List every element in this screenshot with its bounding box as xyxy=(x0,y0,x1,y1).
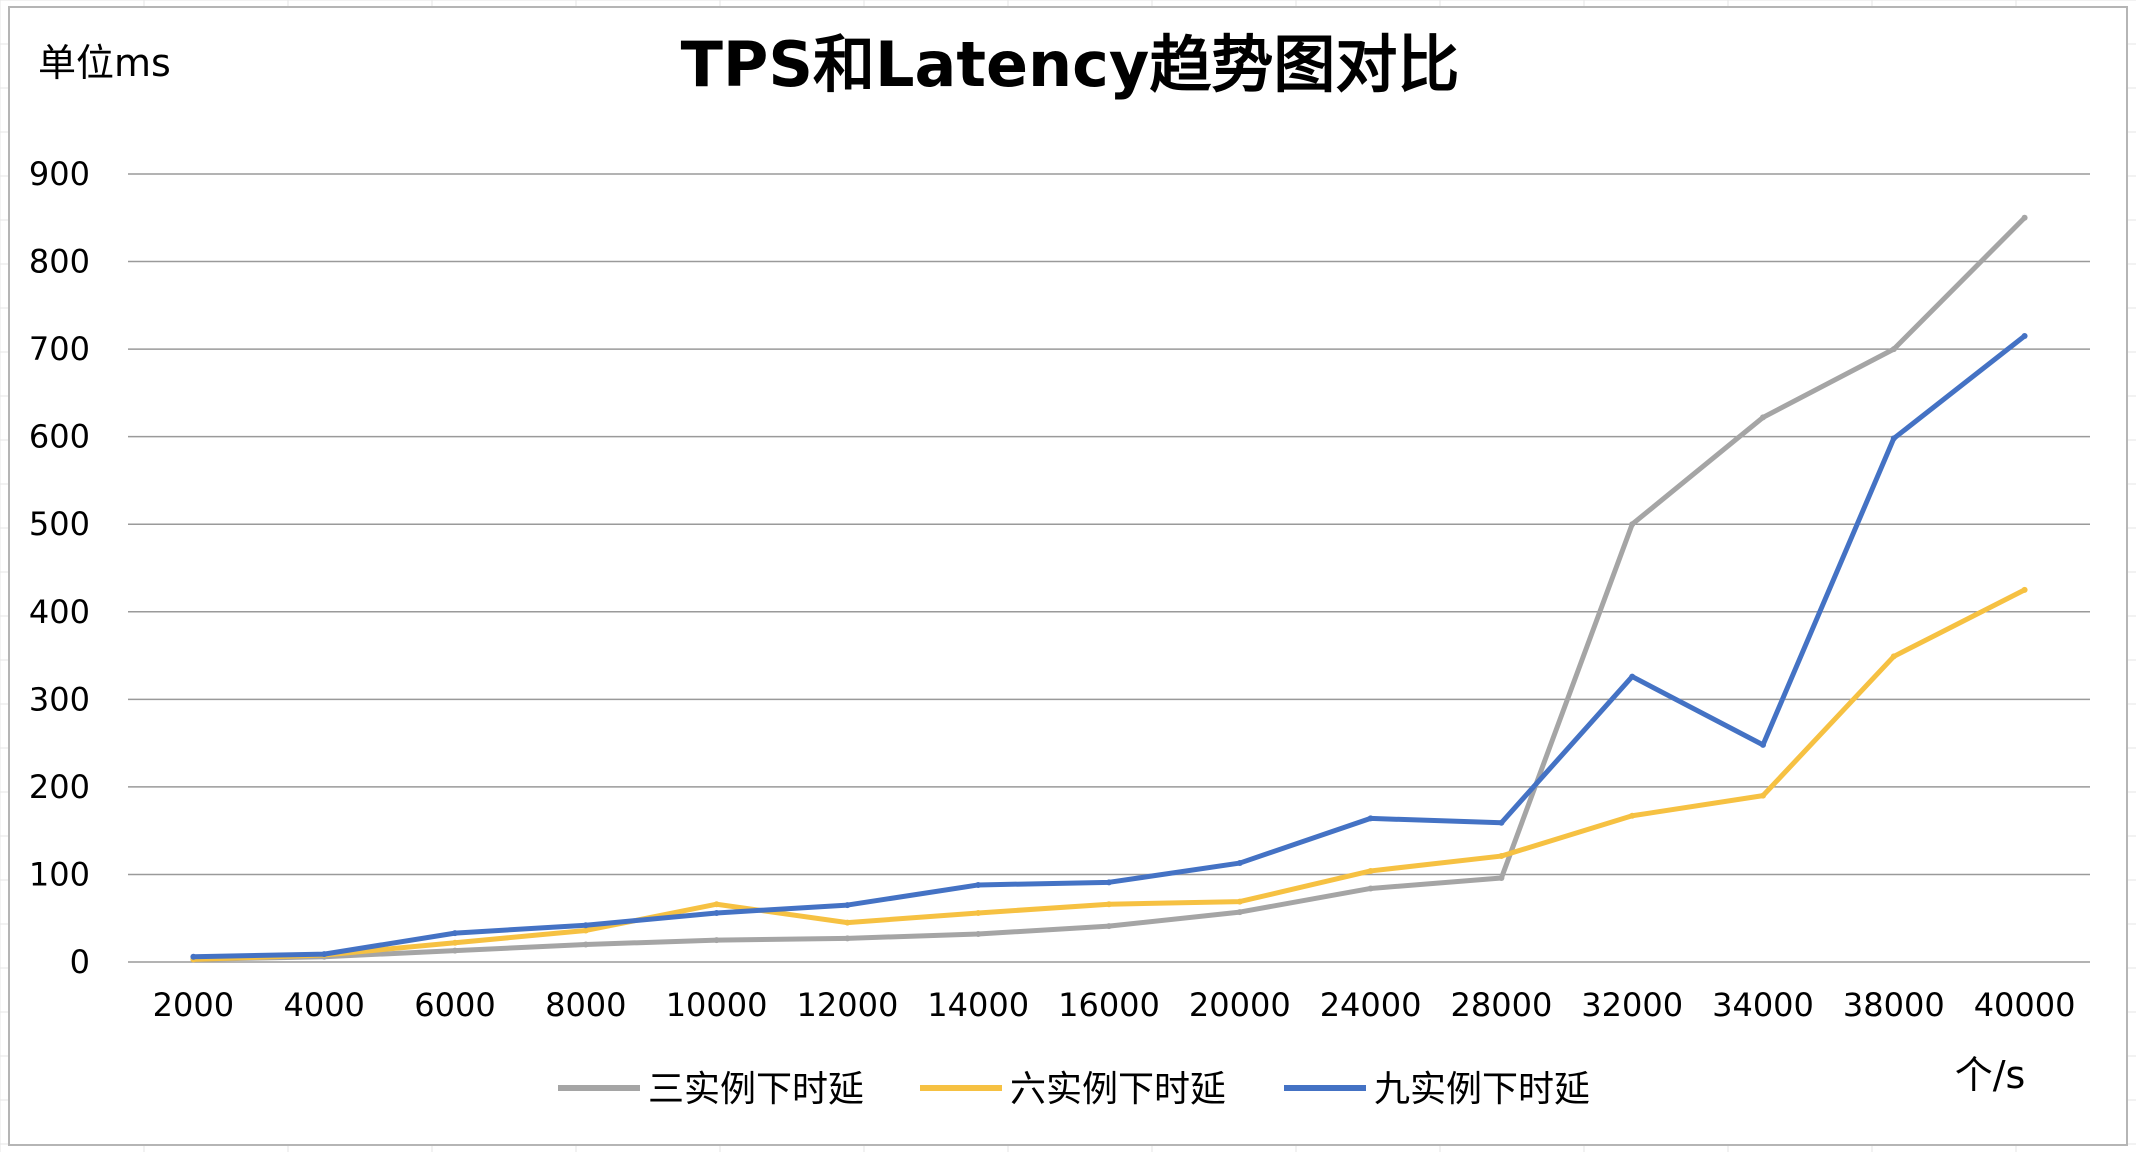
y-tick-label: 200 xyxy=(29,768,90,806)
data-point[interactable] xyxy=(321,951,328,958)
data-point[interactable] xyxy=(2021,332,2028,339)
x-tick-label: 12000 xyxy=(797,986,899,1024)
x-tick-label: 4000 xyxy=(283,986,364,1024)
x-tick-label: 40000 xyxy=(1974,986,2076,1024)
data-point[interactable] xyxy=(1367,867,1374,874)
chart-area[interactable]: 单位ms TPS和Latency趋势图对比 0 100 200 300 400 500 60… xyxy=(8,6,2128,1146)
data-point[interactable] xyxy=(1760,741,1766,748)
x-tick-label: 14000 xyxy=(927,986,1029,1024)
x-tick-label: 10000 xyxy=(666,986,768,1024)
data-point[interactable] xyxy=(1629,521,1636,528)
data-point[interactable] xyxy=(1106,901,1112,908)
y-tick-label: 500 xyxy=(29,505,90,543)
data-point[interactable] xyxy=(1236,898,1243,905)
y-unit-label: 单位ms xyxy=(38,41,171,85)
data-point[interactable] xyxy=(190,953,197,960)
data-point[interactable] xyxy=(582,922,589,929)
data-point[interactable] xyxy=(975,909,982,916)
x-tick-label: 38000 xyxy=(1843,986,1945,1024)
data-point[interactable] xyxy=(975,930,982,937)
data-point[interactable] xyxy=(1498,853,1505,860)
x-tick-label: 34000 xyxy=(1712,986,1814,1024)
x-tick-label: 2000 xyxy=(153,986,234,1024)
data-point[interactable] xyxy=(2021,214,2028,221)
chart-canvas: 单位ms TPS和Latency趋势图对比 0 100 200 300 400 500 60… xyxy=(29,28,2090,1110)
data-point[interactable] xyxy=(844,935,851,942)
data-point[interactable] xyxy=(1890,435,1897,442)
y-tick-label: 100 xyxy=(29,855,90,893)
y-tick-label: 400 xyxy=(29,593,90,631)
data-point[interactable] xyxy=(713,901,720,908)
legend[interactable]: 三实例下时延 六实例下时延 九实例下时延 xyxy=(558,1069,1590,1110)
data-point[interactable] xyxy=(1760,414,1766,421)
data-point[interactable] xyxy=(1236,909,1243,916)
y-tick-label: 0 xyxy=(70,943,90,981)
data-point[interactable] xyxy=(582,927,589,934)
data-point[interactable] xyxy=(1890,653,1897,660)
y-tick-label: 800 xyxy=(29,243,90,281)
legend-label: 九实例下时延 xyxy=(1374,1069,1590,1110)
data-point[interactable] xyxy=(1629,673,1636,680)
data-point[interactable] xyxy=(1106,879,1112,886)
x-tick-label: 32000 xyxy=(1581,986,1683,1024)
data-point[interactable] xyxy=(844,919,851,926)
data-point[interactable] xyxy=(452,939,458,946)
data-point[interactable] xyxy=(1236,860,1243,867)
data-point[interactable] xyxy=(1629,812,1636,819)
data-point[interactable] xyxy=(582,941,589,948)
x-unit-label: 个/s xyxy=(1955,1053,2026,1097)
legend-label: 六实例下时延 xyxy=(1010,1069,1226,1110)
data-point[interactable] xyxy=(1760,792,1766,799)
data-point[interactable] xyxy=(1367,885,1374,892)
plot-area: 0 100 200 300 400 500 600 700 800 900 2000 4000 6000… xyxy=(29,155,2090,1024)
data-point[interactable] xyxy=(1498,874,1505,881)
data-point[interactable] xyxy=(452,930,458,937)
data-point[interactable] xyxy=(1106,923,1112,930)
x-tick-label: 24000 xyxy=(1320,986,1422,1024)
data-point[interactable] xyxy=(452,947,458,954)
x-tick-label: 8000 xyxy=(545,986,626,1024)
data-point[interactable] xyxy=(844,902,851,909)
data-point[interactable] xyxy=(1498,819,1505,826)
y-tick-label: 900 xyxy=(29,155,90,193)
series-line-1[interactable] xyxy=(190,215,2028,962)
data-point[interactable] xyxy=(1367,815,1374,822)
x-tick-label: 16000 xyxy=(1058,986,1160,1024)
data-point[interactable] xyxy=(713,909,720,916)
data-point[interactable] xyxy=(713,937,720,944)
chart-title: TPS和Latency趋势图对比 xyxy=(681,28,1460,101)
data-point[interactable] xyxy=(1890,346,1897,353)
data-point[interactable] xyxy=(2021,586,2028,593)
x-tick-label: 6000 xyxy=(414,986,495,1024)
x-tick-label: 20000 xyxy=(1189,986,1291,1024)
y-tick-label: 300 xyxy=(29,680,90,718)
y-tick-label: 700 xyxy=(29,330,90,368)
data-point[interactable] xyxy=(975,881,982,888)
y-tick-label: 600 xyxy=(29,418,90,456)
x-tick-label: 28000 xyxy=(1451,986,1553,1024)
legend-label: 三实例下时延 xyxy=(648,1069,864,1110)
